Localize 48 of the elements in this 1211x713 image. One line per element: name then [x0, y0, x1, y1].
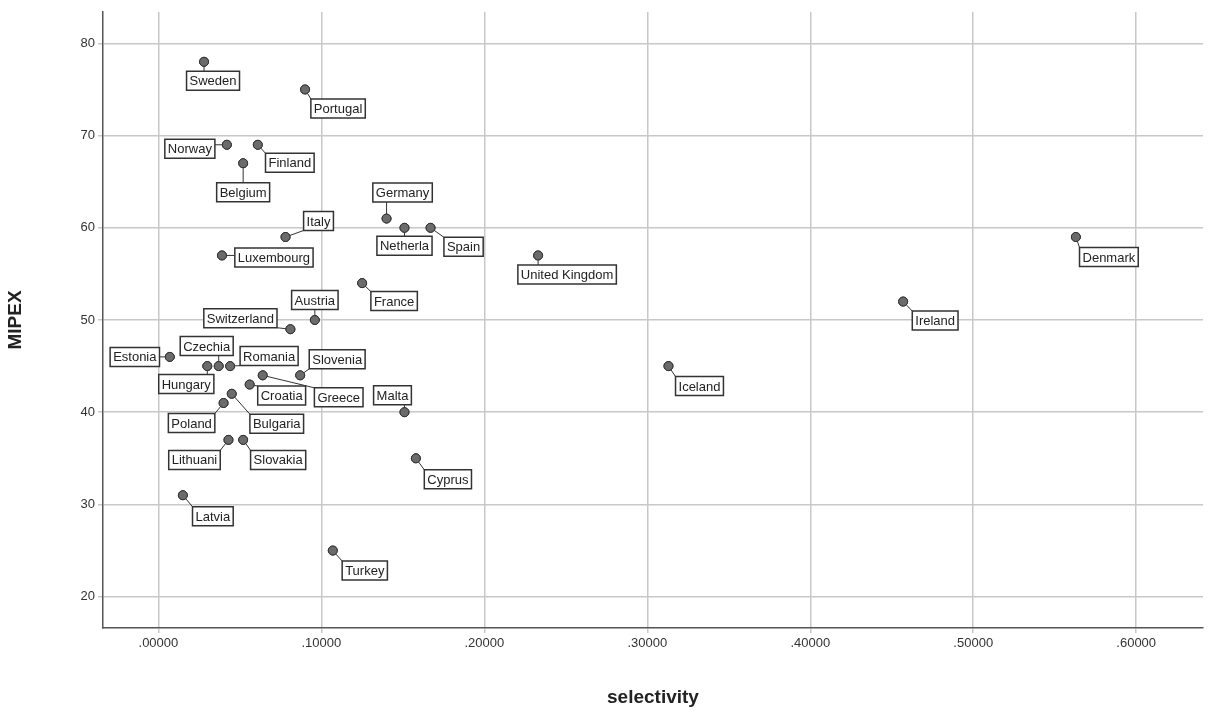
y-tick-label: 60: [80, 219, 95, 235]
annotation: Denmark: [1082, 249, 1136, 265]
annotation: Latvia: [195, 508, 231, 524]
annotation: Bulgaria: [252, 416, 302, 432]
annotation: United Kingdom: [520, 267, 614, 283]
x-tick-label: .30000: [627, 635, 668, 651]
annotation: Luxembourg: [237, 250, 311, 266]
y-tick-label: 70: [80, 127, 95, 143]
annotation: Finland: [268, 155, 312, 171]
x-tick-label: .40000: [790, 635, 831, 651]
annotation: France: [373, 293, 415, 309]
annotation: Lithuani: [171, 452, 218, 468]
annotation: Hungary: [161, 376, 212, 392]
annotation: Poland: [171, 415, 212, 431]
annotation: Iceland: [678, 378, 721, 394]
x-tick-label: .60000: [1116, 635, 1157, 651]
annotation: Switzerland: [206, 310, 275, 326]
annotation: Czechia: [183, 338, 231, 354]
y-tick-label: 80: [80, 34, 95, 50]
y-tick-label: 40: [80, 403, 95, 419]
annotation: Sweden: [189, 73, 237, 89]
annotation: Italy: [306, 213, 331, 229]
annotation: Slovakia: [253, 452, 304, 468]
annotation: Romania: [243, 348, 296, 364]
x-tick-label: .10000: [301, 635, 342, 651]
y-tick-label: 20: [80, 588, 95, 604]
y-tick-label: 50: [80, 311, 95, 327]
annotation: Slovenia: [312, 351, 363, 367]
annotation: Belgium: [219, 184, 267, 200]
x-tick-label: .20000: [464, 635, 505, 651]
x-tick-label: .50000: [953, 635, 994, 651]
y-tick-label: 30: [80, 496, 95, 512]
annotation: Germany: [375, 185, 430, 201]
annotation: Spain: [446, 239, 481, 255]
annotation: Greece: [317, 389, 361, 405]
y-axis-title: MIPEX: [3, 290, 25, 350]
annotation: Estonia: [113, 349, 158, 365]
annotation: Norway: [167, 141, 213, 157]
x-tick-label: .00000: [138, 635, 179, 651]
annotation: Ireland: [915, 313, 956, 329]
annotation: Austria: [294, 292, 336, 308]
annotation: Turkey: [345, 563, 385, 579]
annotation: Croatia: [260, 388, 304, 404]
annotation: Cyprus: [427, 471, 469, 487]
x-axis-title: selectivity: [607, 685, 700, 707]
annotation: Netherla: [379, 238, 430, 254]
annotation: Malta: [376, 387, 410, 403]
annotation: Portugal: [313, 101, 363, 117]
